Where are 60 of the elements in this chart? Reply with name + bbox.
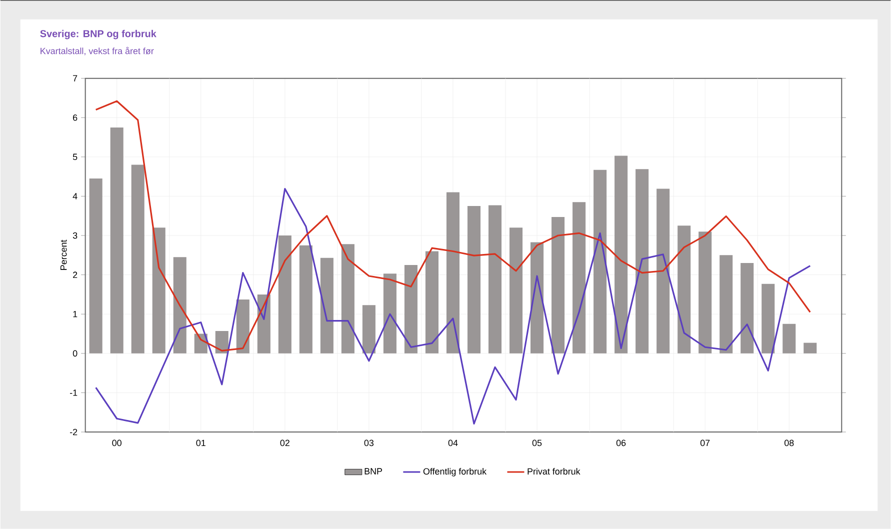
bar [698, 232, 712, 354]
bar [341, 244, 354, 354]
line-series [95, 188, 811, 425]
y-axis-title: Percent [60, 240, 67, 270]
y-tick-label: 3 [72, 232, 78, 239]
y-tick-label: 7 [73, 75, 78, 82]
y-tick-label: 4 [72, 193, 78, 200]
bar [320, 258, 334, 354]
bar [89, 178, 102, 354]
bar [636, 169, 649, 354]
bar [215, 331, 228, 354]
bar [530, 242, 544, 354]
y-tick-label: 6 [73, 114, 78, 121]
x-tick-label: 08 [784, 440, 794, 446]
y-tick-label: -1 [70, 390, 78, 396]
y-tick-label: 0 [72, 350, 78, 357]
x-tick-label: 02 [280, 440, 290, 446]
bar [488, 205, 502, 354]
bar [594, 170, 607, 354]
x-tick-label: 06 [616, 440, 626, 446]
bar [467, 206, 481, 354]
bar [782, 324, 796, 354]
bar [552, 217, 565, 354]
bar [362, 305, 376, 354]
bar [762, 284, 775, 354]
x-tick-label: 03 [364, 440, 374, 446]
bar [404, 265, 418, 354]
bar [383, 274, 396, 354]
bar [510, 228, 523, 354]
bar [446, 192, 460, 354]
bar [299, 245, 312, 354]
x-tick-label: 04 [448, 440, 458, 446]
x-tick-label: 00 [112, 440, 122, 446]
bar [278, 236, 292, 354]
bar [804, 342, 817, 354]
bar [425, 251, 438, 354]
bar [678, 226, 691, 354]
bar [173, 257, 186, 354]
legend-label: BNP [364, 468, 382, 474]
bar [236, 300, 250, 354]
legend-label: Privat forbruk [528, 468, 580, 475]
bar [131, 164, 144, 354]
chart-title: Sverige: BNP og forbruk [40, 30, 156, 40]
bar [720, 255, 733, 354]
legend-label: Offentlig forbruk [423, 468, 487, 476]
bar [152, 228, 166, 354]
bar [614, 156, 628, 354]
y-tick-label: 1 [73, 311, 78, 318]
bar [110, 127, 124, 354]
x-tick-label: 05 [532, 440, 542, 446]
y-tick-label: 2 [73, 272, 78, 278]
y-tick-label: -2 [70, 428, 78, 436]
y-tick-label: 5 [72, 154, 78, 160]
bar [740, 263, 754, 354]
x-tick-label: 01 [196, 440, 206, 446]
bar [572, 202, 586, 354]
line-series [95, 100, 811, 352]
x-tick-label: 07 [700, 440, 710, 446]
chart-subtitle: Kvartalstall, vekst fra året før [40, 46, 154, 56]
bar [656, 188, 670, 354]
